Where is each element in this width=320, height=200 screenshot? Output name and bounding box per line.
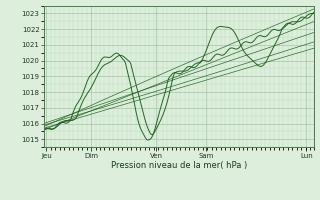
X-axis label: Pression niveau de la mer( hPa ): Pression niveau de la mer( hPa ) (111, 161, 247, 170)
